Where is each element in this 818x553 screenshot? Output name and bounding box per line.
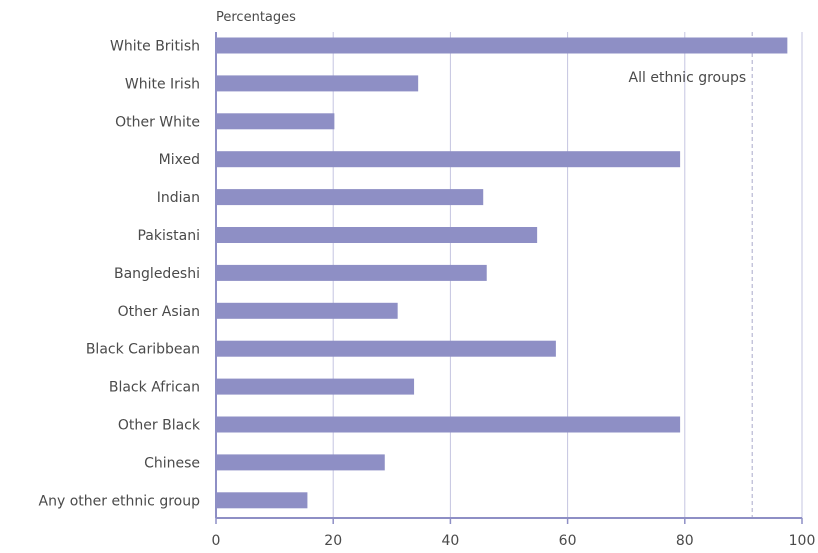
bar [216, 416, 681, 433]
category-label: Pakistani [137, 228, 200, 244]
bar [216, 264, 487, 281]
x-axis [215, 32, 803, 524]
category-labels: White British White Irish Other White Mixed… [39, 39, 201, 510]
bar [216, 227, 538, 243]
bar [216, 189, 484, 206]
bar [216, 492, 308, 509]
category-label: White Irish [125, 76, 200, 92]
bar [216, 113, 335, 130]
unit-label: Percentages [216, 10, 296, 25]
reference-line-group: All ethnic groups [629, 32, 753, 518]
bar [216, 75, 419, 92]
bar [216, 151, 681, 168]
x-tick-label: 60 [559, 533, 577, 549]
bar [216, 37, 788, 54]
grid-lines [332, 32, 803, 518]
category-label: Other Asian [118, 304, 200, 320]
category-label: Other White [115, 114, 200, 130]
bar [216, 340, 556, 357]
x-tick-label: 20 [324, 533, 342, 549]
category-label: Other Black [118, 418, 201, 434]
category-label: Black African [109, 380, 200, 396]
bar [216, 378, 415, 395]
category-label: Mixed [159, 152, 200, 168]
bar [216, 454, 385, 471]
x-tick-label: 0 [212, 533, 221, 549]
category-label: Black Caribbean [86, 342, 200, 358]
x-tick-label: 40 [441, 533, 459, 549]
category-label: Chinese [144, 455, 200, 471]
x-tick-label: 80 [676, 533, 694, 549]
x-tick-label: 100 [789, 533, 816, 549]
x-tick-labels: 0 20 40 60 80 100 [212, 533, 816, 549]
category-label: Bangledeshi [114, 266, 200, 282]
bar [216, 302, 398, 319]
category-label: White British [110, 39, 200, 55]
category-label: Any other ethnic group [39, 493, 201, 509]
bars [216, 37, 788, 509]
category-label: Indian [157, 190, 200, 206]
reference-line-label: All ethnic groups [629, 70, 747, 86]
